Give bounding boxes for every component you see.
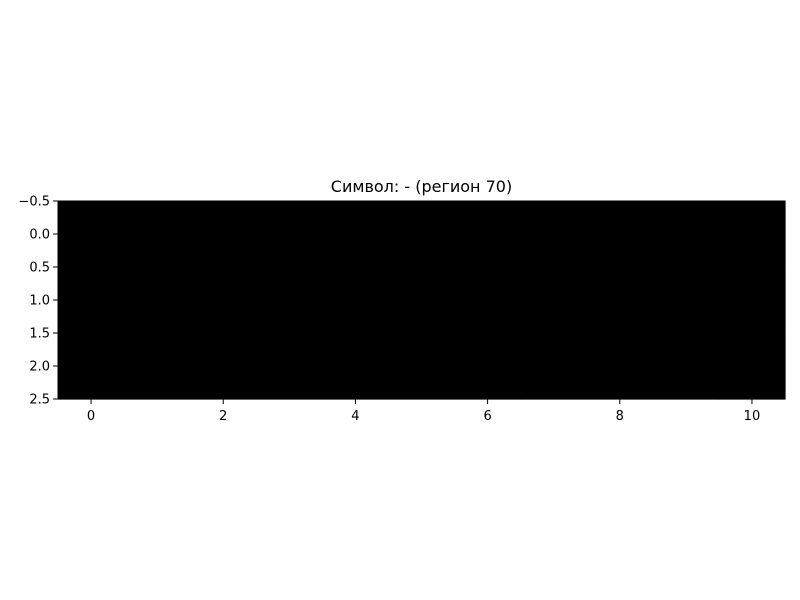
heatmap-cell	[718, 201, 786, 268]
heatmap-cell	[256, 333, 323, 400]
heatmap-cells	[58, 201, 786, 400]
x-tick-label: 0	[87, 409, 95, 424]
y-tick-label: 2.0	[29, 360, 50, 375]
heatmap-cell	[388, 333, 456, 400]
heatmap-cell	[58, 333, 125, 400]
y-axis: −0.5 0.0 0.5 1.0 1.5 2.0 2.5	[18, 195, 58, 408]
heatmap-cell	[520, 333, 588, 400]
heatmap-cell	[322, 333, 390, 400]
heatmap-cell	[586, 333, 654, 400]
heatmap-cell	[124, 267, 191, 334]
heatmap-cell	[652, 333, 720, 400]
heatmap-cell	[190, 333, 257, 400]
heatmap-cell	[652, 267, 720, 334]
heatmap-cell	[454, 201, 522, 268]
x-tick-label: 10	[744, 409, 761, 424]
heatmap-cell	[520, 201, 588, 268]
y-tick-label: 0.0	[29, 228, 50, 243]
heatmap-cell	[190, 201, 257, 268]
heatmap-cell	[322, 267, 390, 334]
heatmap-cell	[256, 201, 323, 268]
y-tick-label: −0.5	[18, 195, 50, 210]
heatmap-cell	[586, 201, 654, 268]
y-tick-label: 1.0	[29, 294, 50, 309]
heatmap-cell	[388, 267, 456, 334]
heatmap-cell	[190, 267, 257, 334]
x-tick-label: 2	[219, 409, 227, 424]
heatmap-cell	[454, 333, 522, 400]
heatmap-cell	[652, 201, 720, 268]
heatmap-cell	[322, 201, 390, 268]
x-tick-label: 6	[483, 409, 491, 424]
x-tick-label: 8	[616, 409, 624, 424]
x-axis: 0 2 4 6 8 10	[87, 399, 760, 424]
y-tick-label: 1.5	[29, 327, 50, 342]
heatmap-cell	[520, 267, 588, 334]
heatmap-cell	[718, 333, 786, 400]
heatmap-cell	[58, 201, 125, 268]
heatmap-cell	[586, 267, 654, 334]
y-tick-label: 2.5	[29, 393, 50, 408]
heatmap-cell	[124, 201, 191, 268]
y-tick-label: 0.5	[29, 261, 50, 276]
heatmap-cell	[58, 267, 125, 334]
heatmap-cell	[256, 267, 323, 334]
x-tick-label: 4	[351, 409, 359, 424]
heatmap-cell	[454, 267, 522, 334]
heatmap-cell	[124, 333, 191, 400]
heatmap-cell	[388, 201, 456, 268]
heatmap-cell	[718, 267, 786, 334]
chart-title: Символ: - (регион 70)	[331, 177, 512, 196]
